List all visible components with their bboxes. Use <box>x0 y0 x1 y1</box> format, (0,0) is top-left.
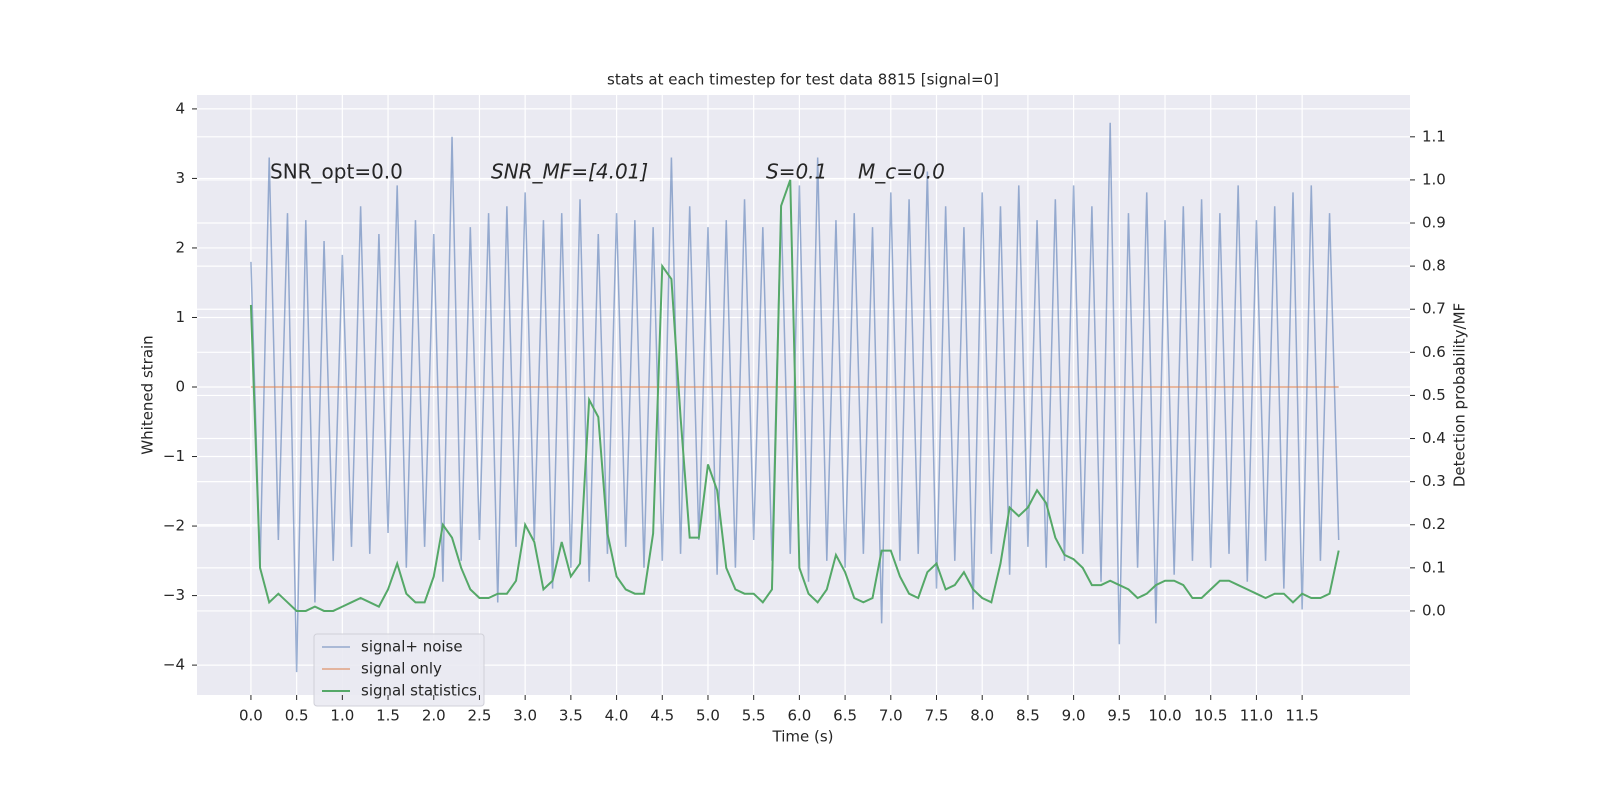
x-tick-label: 4.5 <box>650 707 674 725</box>
x-tick-label: 10.5 <box>1194 707 1227 725</box>
y-tick-label: −4 <box>163 656 185 674</box>
y-tick-label: 3 <box>175 169 185 187</box>
legend-label: signal+ noise <box>361 638 463 656</box>
annotation: S=0.1 <box>766 160 827 184</box>
x-tick-label: 9.0 <box>1062 707 1086 725</box>
y-tick-label: 0 <box>175 378 185 396</box>
y2-tick-label: 0.0 <box>1422 601 1446 619</box>
y2-tick-label: 0.9 <box>1422 214 1446 232</box>
y-tick-label: 2 <box>175 238 185 256</box>
legend-box <box>313 633 485 707</box>
y2-tick-label: 1.1 <box>1422 127 1446 145</box>
x-tick-label: 11.5 <box>1285 707 1318 725</box>
y2-tick-label: 0.2 <box>1422 515 1446 533</box>
y-tick-label: −1 <box>163 447 185 465</box>
y2-tick-label: 0.1 <box>1422 558 1446 576</box>
annotation: SNR_opt=0.0 <box>270 160 403 184</box>
x-tick-label: 1.0 <box>330 707 354 725</box>
x-tick-label: 10.0 <box>1148 707 1181 725</box>
y2-tick-label: 0.5 <box>1422 386 1446 404</box>
x-tick-label: 1.5 <box>376 707 400 725</box>
x-tick-label: 0.5 <box>285 707 309 725</box>
y-axis-label: Whitened strain <box>139 335 157 454</box>
y2-tick-label: 0.7 <box>1422 300 1446 318</box>
y-tick-label: 1 <box>175 308 185 326</box>
x-tick-label: 7.5 <box>925 707 949 725</box>
x-tick-label: 3.0 <box>513 707 537 725</box>
legend-label: signal statistics <box>361 682 477 700</box>
series-line <box>249 179 1340 612</box>
marks <box>249 122 1340 673</box>
x-tick-label: 2.5 <box>468 707 492 725</box>
x-tick-label: 5.0 <box>696 707 720 725</box>
y-tick-label: −2 <box>163 517 185 535</box>
annotation: SNR_MF=[4.01] <box>491 160 648 184</box>
x-tick-label: 8.5 <box>1016 707 1040 725</box>
y-tick-label: −3 <box>163 586 185 604</box>
x-tick-label: 6.0 <box>787 707 811 725</box>
y2-tick-label: 0.6 <box>1422 343 1446 361</box>
x-tick-label: 6.5 <box>833 707 857 725</box>
legend: signal+ noise signal only signal statistic… <box>313 633 485 707</box>
y2-tick-label: 1.0 <box>1422 170 1446 188</box>
x-tick-label: 7.0 <box>879 707 903 725</box>
annotation: M_c=0.0 <box>858 160 945 184</box>
chart-title: stats at each timestep for test data 881… <box>607 71 999 89</box>
x-tick-label: 9.5 <box>1107 707 1131 725</box>
x-tick-label: 2.0 <box>422 707 446 725</box>
y-tick-label: 4 <box>175 99 185 117</box>
x-tick-label: 11.0 <box>1240 707 1273 725</box>
y2-tick-label: 0.3 <box>1422 472 1446 490</box>
x-tick-label: 8.0 <box>970 707 994 725</box>
grid <box>197 95 1410 695</box>
y2-axis-label: Detection probability/MF <box>1451 303 1469 487</box>
y2-tick-label: 0.4 <box>1422 429 1446 447</box>
legend-label: signal only <box>361 660 442 678</box>
x-tick-label: 5.5 <box>742 707 766 725</box>
y2-tick-label: 0.8 <box>1422 257 1446 275</box>
x-tick-label: 0.0 <box>239 707 263 725</box>
x-tick-label: 4.0 <box>605 707 629 725</box>
x-axis-label: Time (s) <box>772 728 834 746</box>
x-tick-label: 3.5 <box>559 707 583 725</box>
